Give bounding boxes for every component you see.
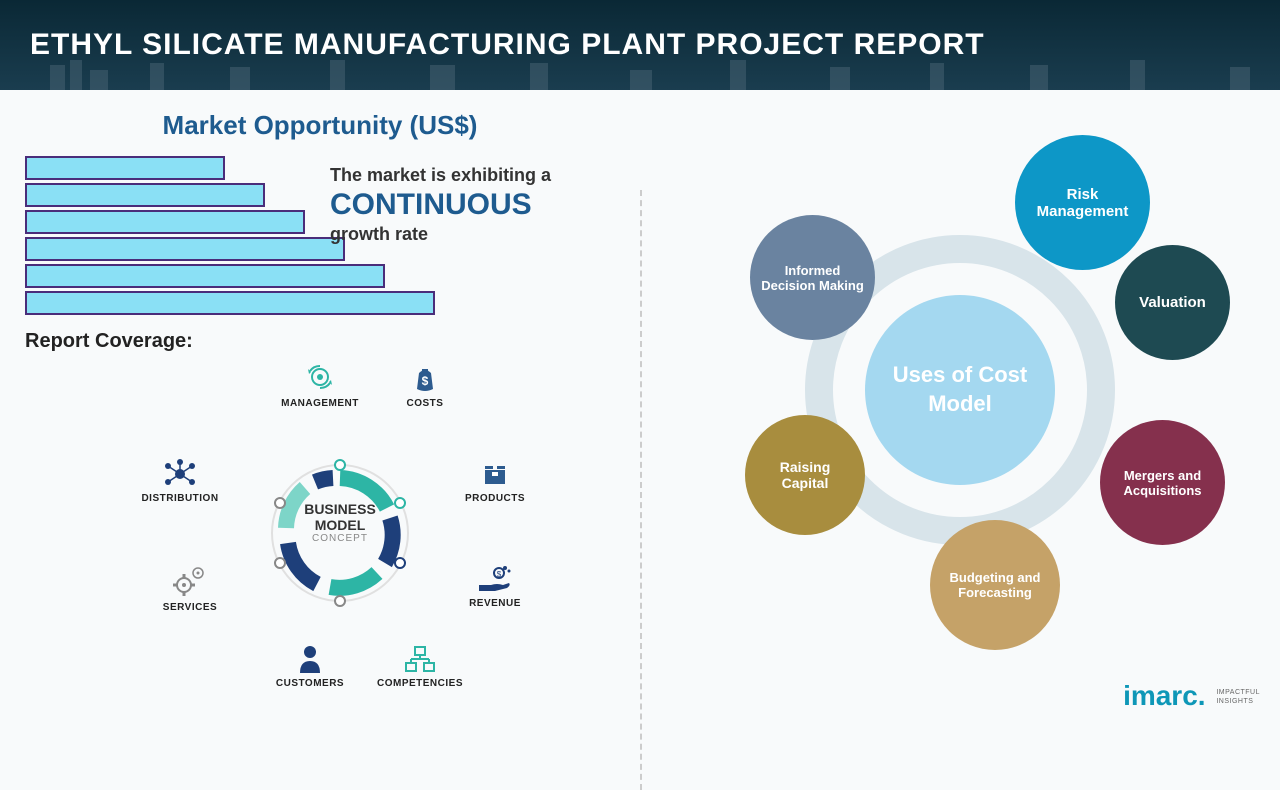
coverage-item: CUSTOMERS (265, 643, 355, 689)
coverage-item-label: COSTS (380, 398, 470, 409)
coverage-item-label: MANAGEMENT (275, 398, 365, 409)
growth-line2: growth rate (330, 224, 428, 244)
svg-text:$: $ (497, 570, 502, 579)
cost-model-node: Mergers and Acquisitions (1100, 420, 1225, 545)
business-model-diagram: BUSINESS MODEL CONCEPT MANAGEMENT $ COSTS P… (115, 363, 555, 683)
svg-text:$: $ (422, 374, 429, 388)
center-line1: BUSINESS (290, 501, 390, 517)
center-line2: MODEL (290, 517, 390, 533)
coverage-item-label: PRODUCTS (450, 493, 540, 504)
coverage-item: COMPETENCIES (375, 643, 465, 689)
logo-sub: IMPACTFULINSIGHTS (1216, 689, 1260, 706)
report-coverage-label: Report Coverage: (25, 330, 615, 353)
growth-text: The market is exhibiting a CONTINUOUS gr… (330, 165, 551, 245)
coverage-item: $ COSTS (380, 363, 470, 409)
cost-model-diagram: Uses of Cost Model Risk ManagementValuat… (690, 120, 1230, 660)
center-text: BUSINESS MODEL CONCEPT (290, 501, 390, 544)
growth-line1: The market is exhibiting a (330, 165, 551, 185)
cost-model-node: Budgeting and Forecasting (930, 520, 1060, 650)
center-line3: CONCEPT (290, 533, 390, 544)
person-icon (265, 643, 355, 675)
logo-text: imarc (1123, 680, 1198, 711)
coverage-item: $ REVENUE (450, 563, 540, 609)
coverage-item: MANAGEMENT (275, 363, 365, 409)
coverage-item-label: CUSTOMERS (265, 678, 355, 689)
coverage-item-label: COMPETENCIES (375, 678, 465, 689)
right-panel: Uses of Cost Model Risk ManagementValuat… (640, 90, 1280, 720)
content-area: Market Opportunity (US$) The market is e… (0, 90, 1280, 720)
left-panel: Market Opportunity (US$) The market is e… (0, 90, 640, 720)
coverage-item: SERVICES (145, 563, 235, 613)
center-circle: Uses of Cost Model (865, 295, 1055, 485)
bar-item (25, 210, 305, 234)
bag-icon: $ (380, 363, 470, 395)
box-icon (450, 458, 540, 490)
coverage-item-label: DISTRIBUTION (135, 493, 225, 504)
cost-model-node: Valuation (1115, 245, 1230, 360)
market-title: Market Opportunity (US$) (25, 110, 615, 141)
bar-item (25, 156, 225, 180)
page-title: ETHYL SILICATE MANUFACTURING PLANT PROJE… (30, 28, 985, 62)
cost-model-node: Risk Management (1015, 135, 1150, 270)
bulb-icon (275, 363, 365, 395)
coverage-item-label: SERVICES (145, 602, 235, 613)
cost-model-node: Raising Capital (745, 415, 865, 535)
org-icon (375, 643, 465, 675)
coverage-item: PRODUCTS (450, 458, 540, 504)
header-banner: ETHYL SILICATE MANUFACTURING PLANT PROJE… (0, 0, 1280, 90)
center-circle-text: Uses of Cost Model (865, 361, 1055, 418)
coverage-item: DISTRIBUTION (135, 458, 225, 504)
bar-item (25, 237, 345, 261)
growth-big: CONTINUOUS (330, 188, 551, 222)
bar-item (25, 264, 385, 288)
bar-item (25, 183, 265, 207)
logo: imarc. IMPACTFULINSIGHTS (1123, 680, 1260, 712)
cost-model-node: Informed Decision Making (750, 215, 875, 340)
coverage-item-label: REVENUE (450, 598, 540, 609)
network-icon (135, 458, 225, 490)
hand-icon: $ (450, 563, 540, 595)
gears-icon (145, 563, 235, 599)
bar-item (25, 291, 435, 315)
